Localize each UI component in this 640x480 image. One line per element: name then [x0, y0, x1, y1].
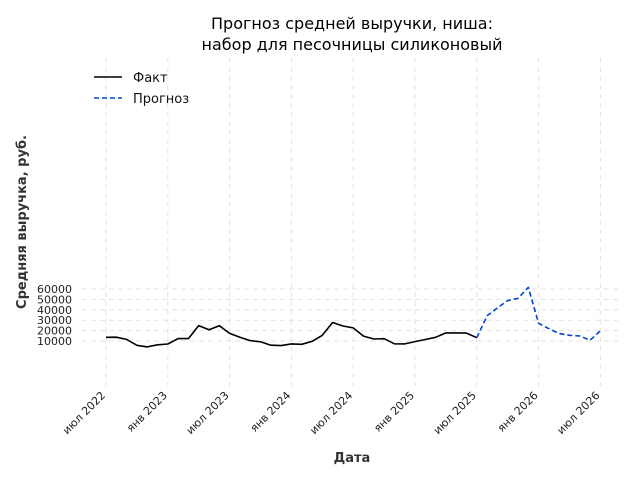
series-line-forecast — [476, 286, 601, 342]
x-axis-label: Дата — [334, 451, 371, 466]
y-tick-label: 20000 — [37, 325, 72, 338]
chart-title-line-2: набор для песочницы силиконовый — [202, 35, 503, 54]
legend-label-forecast: Прогноз — [133, 92, 189, 107]
y-tick-label: 10000 — [37, 335, 72, 348]
chart-title-line-1: Прогноз средней выручки, ниша: — [211, 14, 493, 33]
series-line-fact — [105, 321, 478, 348]
chart-title: Прогноз средней выручки, ниша: набор для… — [202, 14, 503, 54]
y-tick-label: 30000 — [37, 314, 72, 327]
y-tick-label: 60000 — [37, 283, 72, 296]
y-tick-label: 40000 — [37, 304, 72, 317]
y-tick-label: 50000 — [37, 293, 72, 306]
grid — [82, 58, 622, 386]
series — [105, 286, 601, 348]
legend-label-fact: Факт — [133, 71, 168, 86]
legend: Факт Прогноз — [94, 71, 189, 107]
y-axis-label: Средняя выручка, руб. — [15, 135, 30, 309]
